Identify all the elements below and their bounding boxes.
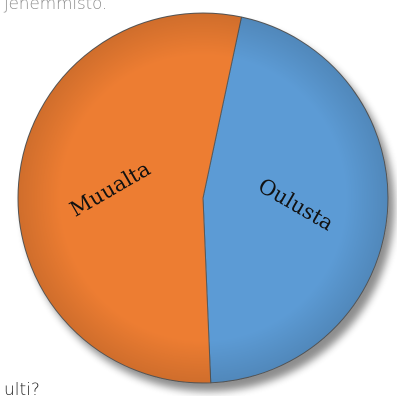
header-text: jenemmisto. (4, 0, 108, 14)
footer-text: ulti? (4, 380, 40, 400)
